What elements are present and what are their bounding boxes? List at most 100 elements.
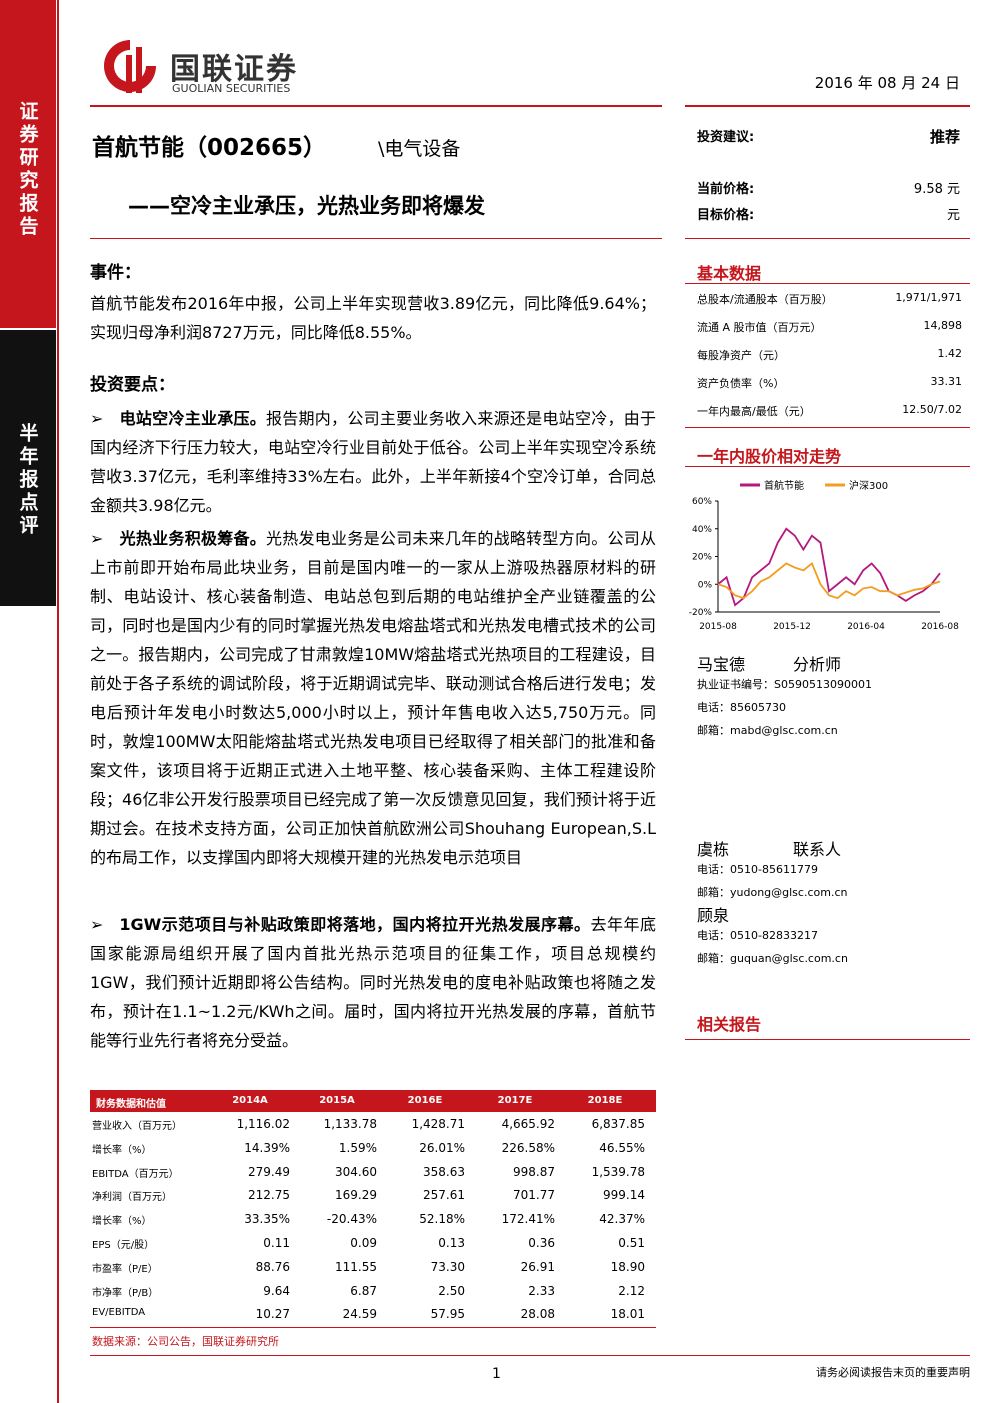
table-cell: 304.60: [335, 1164, 377, 1179]
rule: [90, 1355, 970, 1356]
table-cell: 1,133.78: [323, 1117, 377, 1131]
table-cell: 1,539.78: [591, 1164, 645, 1179]
sector: \电气设备: [378, 138, 461, 160]
table-cell: 42.37%: [599, 1212, 645, 1227]
table-cell: 358.63: [423, 1164, 465, 1179]
table-cell: 24.59: [342, 1307, 377, 1322]
table-cell: 279.49: [248, 1164, 290, 1179]
table-cell: 2.12: [618, 1283, 645, 1298]
rule: [90, 238, 662, 239]
table-cell: 0.11: [263, 1236, 290, 1250]
table-cell: 111.55: [335, 1259, 377, 1274]
x-tick-label: 2015-12: [773, 622, 811, 632]
table-cell: 169.29: [335, 1188, 377, 1203]
point-lead: 电站空冷主业承压。: [119, 409, 267, 428]
sidebar-red: [0, 0, 56, 328]
table-cell: 0.13: [438, 1236, 465, 1250]
table-cell: 26.91: [520, 1259, 555, 1274]
y-tick-label: 0%: [698, 580, 713, 590]
table-cell: -20.43%: [326, 1212, 377, 1227]
table-cell: 市盈率（P/E）: [92, 1263, 158, 1275]
table-cell: 701.77: [513, 1188, 555, 1203]
basic-label: 总股本/流通股本（百万股）: [697, 293, 833, 306]
table-cell: 0.36: [528, 1236, 555, 1250]
stock-chart: -20% 0% 20% 40% 60% 2015-08 2015-12 2016-04 2016…: [689, 479, 959, 632]
legend-label: 沪深300: [849, 479, 888, 492]
points-heading: 投资要点：: [90, 375, 175, 395]
point-lead: 1GW示范项目与补贴政策即将落地，国内将拉开光热发展序幕。: [119, 915, 591, 934]
table-cell: 14.39%: [244, 1140, 290, 1155]
section-title: 相关报告: [697, 1015, 762, 1034]
basic-label: 资产负债率（%）: [697, 377, 785, 390]
rating-label: 目标价格:: [697, 208, 755, 223]
table-cell: 226.58%: [501, 1140, 555, 1155]
analyst-name: 马宝德: [697, 655, 746, 674]
table-header: 2016E: [407, 1095, 443, 1106]
analyst-info: 邮箱：yudong@glsc.com.cn: [697, 886, 848, 899]
table-header: 2014A: [232, 1095, 268, 1106]
basic-label: 每股净资产（元）: [697, 349, 785, 362]
basic-value: 33.31: [930, 375, 963, 388]
rating-value: 9.58 元: [913, 182, 960, 197]
table-cell: EPS（元/股）: [92, 1240, 155, 1251]
sidebar-bottom: 半年报点评: [16, 422, 39, 538]
analyst-name: 顾泉: [697, 906, 730, 925]
sidebar-black: [0, 330, 56, 606]
y-tick-label: 20%: [692, 553, 712, 563]
point: ➢ 电站空冷主业承压。报告期内，公司主要业务收入来源还是电站空冷，由于国内经济下…: [90, 404, 656, 520]
table-cell: 18.90: [610, 1259, 645, 1274]
rule: [685, 427, 970, 428]
point-text: 光热发电业务是公司未来几年的战略转型方向。公司从上市前即开始布局此块业务，目前是…: [90, 529, 656, 867]
table-cell: 212.75: [248, 1188, 290, 1203]
section-title: 一年内股价相对走势: [697, 447, 842, 466]
table-cell: 营业收入（百万元）: [92, 1121, 182, 1132]
legend-label: 首航节能: [764, 479, 804, 492]
analyst-info: 邮箱：guquan@glsc.com.cn: [697, 952, 848, 965]
bullet: ➢: [90, 529, 120, 548]
table-cell: 市净率（P/B）: [92, 1287, 159, 1299]
table-cell: 1,428.71: [411, 1117, 465, 1131]
y-tick-label: 40%: [692, 525, 712, 535]
table-cell: 33.35%: [244, 1212, 290, 1227]
table-cell: 46.55%: [599, 1140, 645, 1155]
sidebar-line: [57, 0, 59, 1403]
table-cell: 0.09: [350, 1236, 377, 1250]
basic-label: 流通 A 股市值（百万元）: [697, 321, 822, 334]
table-cell: 999.14: [603, 1188, 645, 1203]
table-cell: 2.50: [438, 1283, 465, 1298]
rule: [90, 1327, 656, 1328]
basic-label: 一年内最高/最低（元）: [697, 405, 811, 418]
analyst-info: 邮箱：mabd@glsc.com.cn: [697, 724, 838, 737]
table-cell: 6.87: [350, 1283, 377, 1298]
rating-label: 当前价格:: [697, 182, 755, 197]
analyst-info: 执业证书编号：S0590513090001: [697, 678, 872, 691]
basic-value: 14,898: [923, 319, 963, 332]
table-cell: 1.59%: [338, 1140, 377, 1155]
analyst-info: 电话：85605730: [697, 701, 786, 714]
analyst-role: 联系人: [793, 840, 842, 859]
basic-value: 12.50/7.02: [902, 403, 962, 416]
series-line: [717, 561, 941, 600]
table-cell: 998.87: [513, 1164, 555, 1179]
table-cell: 4,665.92: [501, 1117, 555, 1131]
table-cell: 10.27: [255, 1307, 290, 1322]
analyst-info: 电话：0510-82833217: [697, 929, 818, 942]
subtitle: ——空冷主业承压，光热业务即将爆发: [128, 194, 485, 218]
table-cell: 172.41%: [501, 1212, 555, 1227]
table-cell: 52.18%: [419, 1212, 465, 1227]
table-header: 财务数据和估值: [96, 1099, 166, 1110]
table-header-bg: [90, 1090, 656, 1112]
table-header: 2015A: [319, 1095, 355, 1106]
page-number: 1: [492, 1366, 501, 1382]
table-cell: 2.33: [528, 1283, 555, 1298]
table-cell: 257.61: [423, 1188, 465, 1203]
rating-value: 推荐: [929, 128, 960, 146]
table-cell: 28.08: [520, 1307, 555, 1322]
table-cell: 88.76: [255, 1259, 290, 1274]
company: 首航节能（002665）: [92, 135, 327, 161]
table-cell: 9.64: [263, 1283, 290, 1298]
section-title: 基本数据: [697, 264, 762, 283]
table-header: 2017E: [497, 1095, 533, 1106]
logo-cn: 国联证券: [170, 52, 298, 87]
